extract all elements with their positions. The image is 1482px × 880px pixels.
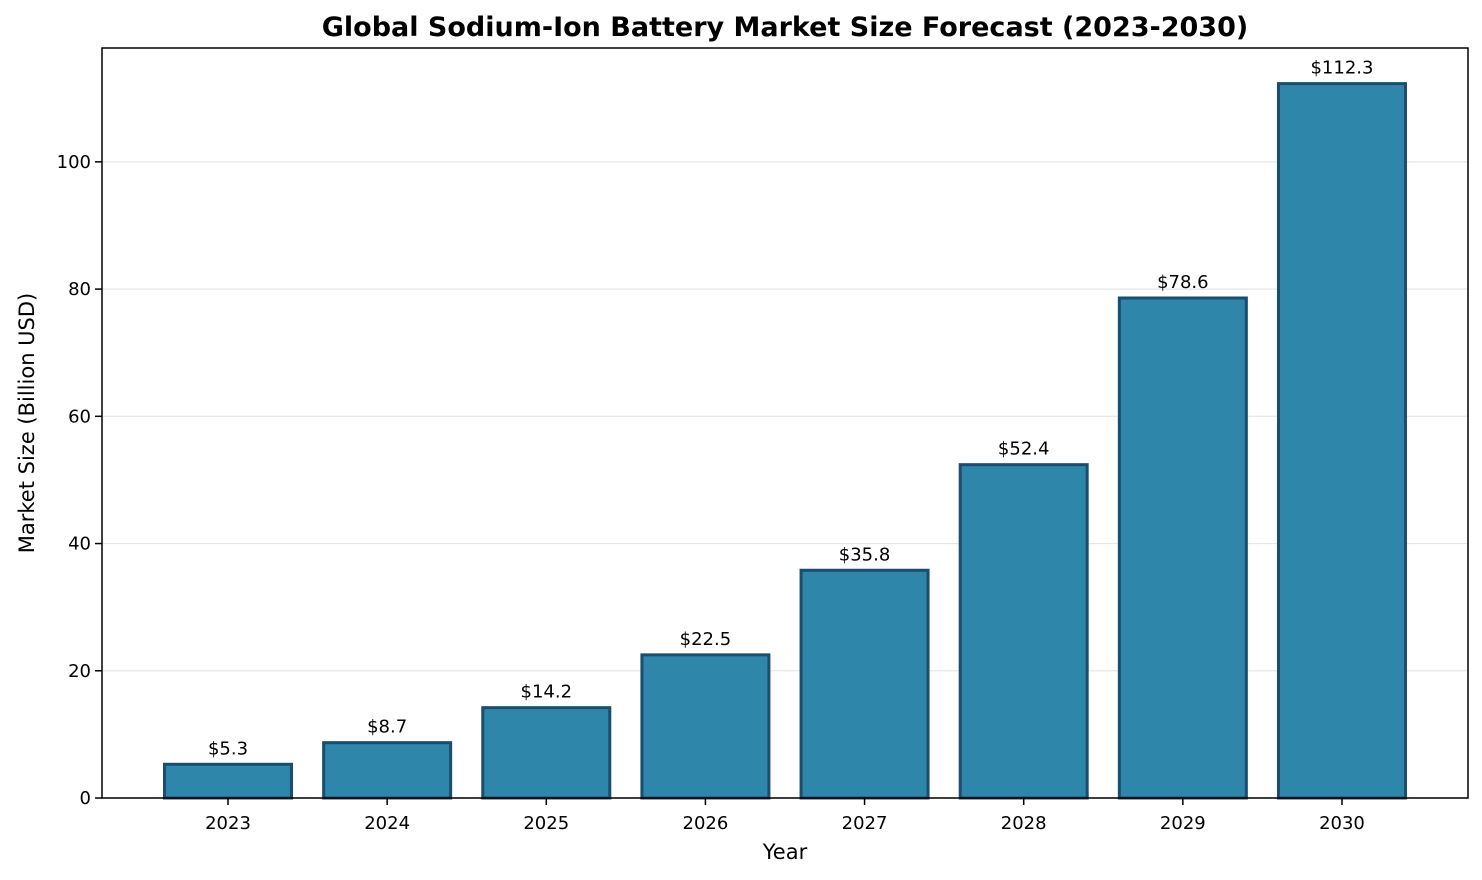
x-tick-label-2028: 2028: [1001, 813, 1047, 834]
data-label-2023: $5.3: [208, 738, 248, 759]
bar-2028: [958, 463, 1089, 800]
y-axis-label: Market Size (Billion USD): [15, 293, 39, 553]
data-label-2026: $22.5: [680, 629, 732, 650]
data-label-2030: $112.3: [1310, 58, 1373, 79]
x-axis-ticks: 2023 2024 2025 2026 2027 2028 2029 2030: [205, 798, 1365, 834]
bar-2029: [1117, 296, 1248, 800]
y-tick-label: 40: [68, 534, 91, 555]
y-axis-ticks: 0 20 40 60 80 100: [57, 152, 102, 809]
bar-2023: [163, 762, 293, 800]
x-tick-label-2026: 2026: [683, 813, 729, 834]
x-tick-label-2025: 2025: [523, 813, 569, 834]
x-tick-label-2030: 2030: [1319, 813, 1365, 834]
data-label-2024: $8.7: [367, 717, 407, 738]
x-axis-label: Year: [762, 840, 808, 864]
y-tick-label: 80: [68, 279, 91, 300]
x-tick-label-2024: 2024: [364, 813, 410, 834]
y-tick-label: 100: [57, 152, 91, 173]
bar-2030: [1276, 82, 1407, 800]
plot-frame: [101, 47, 1469, 799]
x-tick-label-2029: 2029: [1160, 813, 1206, 834]
bar-2026: [640, 653, 771, 800]
bar-2024: [322, 741, 453, 800]
data-label-2027: $35.8: [839, 544, 891, 565]
x-tick-label-2023: 2023: [205, 813, 251, 834]
y-tick-label: 0: [80, 788, 91, 809]
y-tick-label: 60: [68, 406, 91, 427]
bar-2025: [481, 706, 612, 800]
chart-title: Global Sodium-Ion Battery Market Size Fo…: [322, 12, 1248, 43]
data-label-2029: $78.6: [1157, 272, 1209, 293]
bar-2027: [799, 568, 930, 800]
data-label-2028: $52.4: [998, 439, 1050, 460]
x-tick-label-2027: 2027: [842, 813, 888, 834]
y-tick-label: 20: [68, 661, 91, 682]
bars: [163, 82, 1407, 800]
data-labels: $5.3 $8.7 $14.2 $22.5 $35.8 $52.4 $78.6 $112.3: [208, 58, 1374, 760]
gridlines: [102, 161, 1468, 799]
data-label-2025: $14.2: [521, 682, 573, 703]
